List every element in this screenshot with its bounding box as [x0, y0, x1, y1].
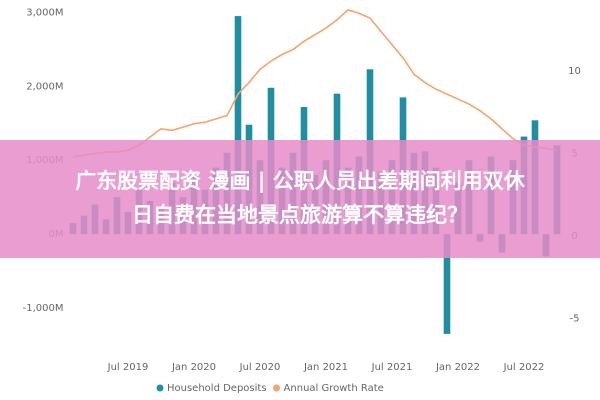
- legend-marker: [273, 384, 281, 392]
- banner-line: 广东股票配资 漫画 | 公职人员出差期间利用双休: [75, 169, 526, 194]
- x-tick-label: Jan 2022: [435, 362, 480, 373]
- y-tick-label: 2,000M: [26, 81, 63, 92]
- x-tick-label: Jul 2021: [371, 362, 413, 373]
- banner: [0, 140, 600, 258]
- bar: [443, 234, 451, 334]
- banner-line: 日自费在当地景点旅游算不算违纪？: [132, 203, 468, 227]
- x-tick-label: Jan 2021: [303, 362, 348, 373]
- line: [72, 9, 558, 158]
- x-tick-label: Jul 2022: [503, 362, 545, 373]
- x-tick-label: Jan 2020: [171, 362, 216, 373]
- y2-tick-label: -5: [570, 314, 580, 325]
- x-tick-label: Jul 2020: [239, 362, 281, 373]
- x-tick-label: Jul 2019: [107, 362, 149, 373]
- legend-label: Household Deposits: [167, 383, 267, 394]
- y-tick-label: -1,000M: [23, 303, 64, 314]
- bar: [234, 16, 242, 235]
- y-tick-label: 3,000M: [26, 7, 63, 18]
- y2-tick-label: 10: [568, 66, 581, 77]
- legend-label: Annual Growth Rate: [284, 383, 384, 394]
- legend-marker: [156, 384, 164, 392]
